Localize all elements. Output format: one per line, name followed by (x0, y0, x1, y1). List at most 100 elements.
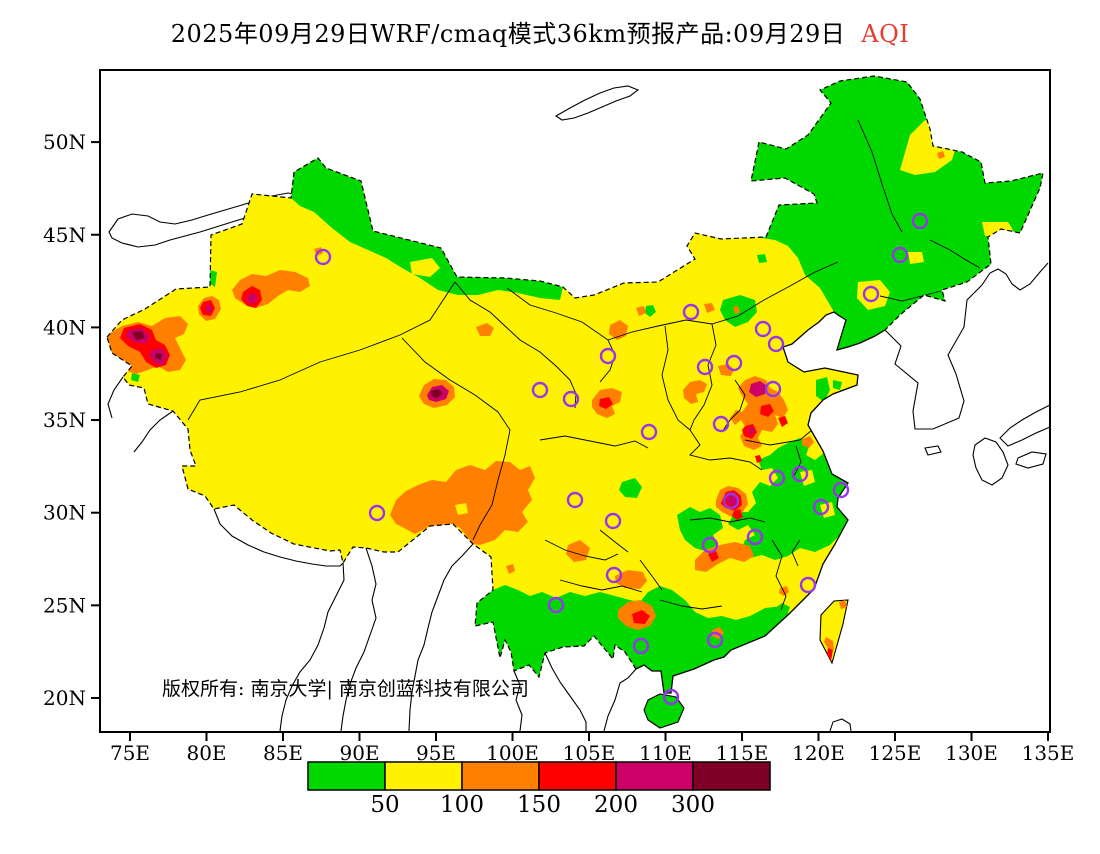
aqi-orange-hunan-band (695, 542, 754, 572)
china-coastline (635, 311, 886, 694)
legend-swatch (538, 761, 617, 791)
korea-coastline (884, 284, 983, 430)
shikoku-outline (1015, 451, 1047, 469)
city-marker (799, 576, 817, 594)
city-marker (754, 320, 772, 338)
aqi-green-shandong-east2 (833, 380, 842, 390)
aqi-magenta-yili (246, 293, 258, 304)
lon-tick-label: 95E (416, 741, 456, 765)
lat-tick-label: 45N (43, 223, 86, 247)
legend-swatch (461, 761, 540, 791)
title-main: 2025年09月29日WRF/cmaq模式36km预报产品:09月29日 (171, 20, 846, 48)
legend-label: 300 (671, 792, 715, 818)
aqi-yellow-hole-shenyang (857, 280, 890, 310)
city-marker (891, 246, 909, 264)
lon-tick-label: 135E (1022, 741, 1075, 765)
city-marker (911, 212, 929, 230)
lon-tick-label: 130E (945, 741, 998, 765)
lat-tick-label: 30N (43, 501, 86, 525)
aqi-orange-hohhot-dot (704, 303, 715, 313)
city-marker (682, 303, 700, 321)
aqi-red-ncp1 (760, 404, 774, 417)
aqi-orange-guizhou (615, 570, 647, 589)
bangladesh-west-line (279, 562, 345, 732)
nepal-south-border (213, 508, 344, 567)
province-borders (187, 119, 981, 611)
aqi-orange-taiwan-north (839, 600, 847, 609)
legend-label: 200 (594, 792, 638, 818)
legend-label: 50 (370, 792, 399, 818)
vietnam-coastline (603, 668, 637, 732)
legend-swatch (307, 761, 386, 791)
legend-swatch (615, 761, 694, 791)
map-area: 版权所有: 南京大学| 南京创蓝科技有限公司 (106, 75, 1050, 732)
honshu-outline (999, 404, 1050, 447)
aqi-darkred-kashgar1 (132, 331, 145, 340)
city-marker (599, 347, 617, 365)
aqi-orange-west-yunnan-dot (506, 564, 515, 574)
aqi-yellow-hole-nanjing (800, 470, 815, 486)
city-marker (566, 491, 584, 509)
aqi-darkred-qinghai (431, 389, 443, 398)
city-marker (562, 390, 580, 408)
lon-tick-label: 90E (339, 741, 379, 765)
axis-group: 75E 80E 85E 90E 95E 100E 105E 110E 115E 120E 125E 1… (43, 130, 1074, 765)
city-marker (696, 358, 714, 376)
city-marker (531, 381, 549, 399)
aqi-red-ncp3 (778, 416, 788, 427)
aqi-orange-jiuquan-dot (476, 323, 494, 336)
lon-tick-label: 120E (792, 741, 845, 765)
aqi-green-west-hubei (619, 478, 642, 498)
city-marker (767, 335, 785, 353)
aqi-magenta-aksu (206, 305, 212, 312)
city-marker (722, 492, 740, 510)
aqi-orange-shanxi (683, 380, 707, 404)
city-marker (862, 285, 880, 303)
luzon-coastline (829, 718, 852, 732)
lat-tick-label: 35N (43, 408, 86, 432)
aqi-green-north-xinjiang (291, 158, 563, 300)
aqi-red-ningxia (599, 397, 613, 409)
aqi-magenta-ncp2 (748, 427, 755, 435)
legend-swatch (692, 761, 771, 791)
city-marker (725, 354, 743, 372)
foreign-coastlines (107, 85, 1050, 732)
aqi-green-northeast (751, 76, 1043, 350)
lon-tick-label: 115E (716, 741, 769, 765)
aqi-legend: 50 100 150 200 300 (307, 761, 771, 818)
laos-border-line (544, 652, 587, 731)
city-marker (768, 469, 786, 487)
city-marker (314, 248, 332, 266)
lon-tick-label: 100E (486, 741, 539, 765)
aqi-contour-overlays (107, 76, 1043, 693)
title-aqi: AQI (860, 20, 909, 48)
bangladesh-east-line (340, 547, 377, 732)
aqi-green-xilingol-dot (757, 254, 767, 263)
aqi-red-wuhan-spur (732, 509, 743, 520)
aqi-yellow-hole-changchun (908, 252, 924, 264)
city-marker (701, 536, 719, 554)
lon-tick-label: 110E (639, 741, 692, 765)
city-marker (764, 380, 782, 398)
lat-tick-label: 40N (43, 315, 86, 339)
aqi-red-taiwan-tip (827, 648, 833, 661)
aqi-green-west-border-sliver (209, 270, 217, 287)
aqi-green-shandong-east (816, 377, 830, 402)
pakistan-border-line (107, 376, 124, 419)
city-marker (632, 637, 650, 655)
taiwan-island (819, 599, 849, 665)
city-marker (812, 498, 830, 516)
lon-tick-label: 80E (186, 741, 226, 765)
aqi-yellow-hole-hami (410, 258, 440, 277)
lon-tick-label: 105E (563, 741, 616, 765)
russia-coastline (981, 262, 1049, 291)
lake-baikal-outline (554, 85, 640, 121)
aqi-orange-dot-heihe (937, 151, 945, 159)
lon-tick-label: 85E (263, 741, 303, 765)
city-marker (547, 596, 565, 614)
city-marker (368, 504, 386, 522)
lon-tick-label: 75E (110, 741, 150, 765)
aqi-orange-shijiazhuang-south (718, 364, 734, 376)
aqi-orange-southeast-tibet (390, 461, 535, 545)
